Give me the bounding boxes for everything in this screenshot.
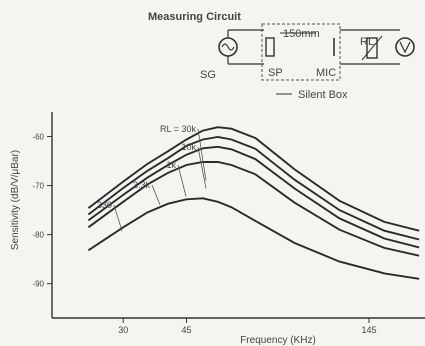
voltmeter-symbol: [395, 37, 415, 57]
circuit-title: Measuring Circuit: [148, 11, 241, 23]
load-label: RL: [360, 36, 374, 48]
series-line: [87, 126, 420, 232]
series-labels: RL = 30k 10k 1k 3.3k 330: [97, 124, 207, 232]
series-label-leader: [177, 164, 187, 197]
series-label-leader: [197, 128, 207, 181]
series-label: RL = 30k: [160, 124, 196, 134]
speaker-symbol: [265, 37, 275, 57]
load-resistor-arrow: [361, 35, 383, 61]
series-line: [87, 161, 420, 257]
x-tick-label: 45: [181, 325, 191, 335]
y-ticks: -60 -70 -80 -90: [32, 133, 52, 289]
silent-box: [261, 23, 341, 81]
series-label-leader: [197, 146, 207, 189]
y-tick-label: -60: [32, 133, 44, 142]
y-tick-label: -90: [32, 280, 44, 289]
series-label: 3.3k: [133, 180, 151, 190]
series-line: [87, 145, 420, 249]
series-label-leader: [113, 204, 123, 232]
voltmeter-v-mark: [399, 41, 411, 54]
series-lines: [87, 126, 420, 280]
silent-box-label: Silent Box: [298, 89, 348, 101]
y-axis-label: Sensitivity (dB/V/μBar): [10, 150, 21, 250]
series-line: [87, 136, 420, 241]
mic-label: MIC: [316, 67, 336, 79]
series-label-leader: [151, 184, 161, 206]
x-ticks: 30 45 145: [118, 318, 377, 335]
sg-label: SG: [200, 69, 216, 81]
x-tick-label: 145: [361, 325, 376, 335]
signal-generator-wave: [221, 43, 235, 51]
load-resistor-symbol: [366, 37, 378, 59]
sp-label: SP: [268, 67, 283, 79]
y-tick-label: -70: [32, 182, 44, 191]
series-line: [87, 197, 420, 280]
series-label: 10k: [181, 142, 196, 152]
series-label: 330: [97, 200, 112, 210]
x-axis-label: Frequency (KHz): [240, 335, 316, 346]
y-tick-label: -80: [32, 231, 44, 240]
distance-label: 150mm: [283, 28, 320, 40]
series-label: 1k: [166, 160, 176, 170]
x-tick-label: 30: [118, 325, 128, 335]
